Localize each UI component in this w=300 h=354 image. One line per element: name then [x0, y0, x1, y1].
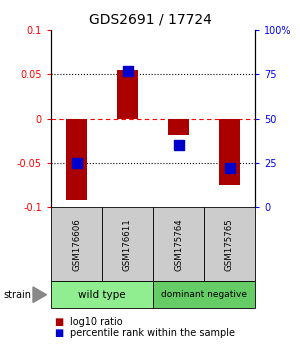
Point — [176, 142, 181, 148]
Text: log10 ratio: log10 ratio — [70, 317, 123, 327]
Text: GSM176606: GSM176606 — [72, 218, 81, 271]
Point — [227, 165, 232, 171]
Point — [74, 160, 79, 166]
Text: ■: ■ — [54, 317, 63, 327]
Text: dominant negative: dominant negative — [161, 290, 247, 299]
Text: GSM176611: GSM176611 — [123, 218, 132, 271]
Bar — [117, 70, 138, 119]
Text: wild type: wild type — [78, 290, 126, 300]
Text: GSM175765: GSM175765 — [225, 218, 234, 271]
Text: percentile rank within the sample: percentile rank within the sample — [70, 328, 236, 338]
Bar — [168, 119, 189, 135]
Bar — [219, 119, 240, 185]
Text: strain: strain — [3, 290, 31, 300]
Text: GSM175764: GSM175764 — [174, 218, 183, 271]
Text: GDS2691 / 17724: GDS2691 / 17724 — [88, 12, 212, 27]
Text: ■: ■ — [54, 328, 63, 338]
Polygon shape — [33, 287, 46, 302]
Bar — [66, 119, 87, 200]
Point — [125, 68, 130, 74]
